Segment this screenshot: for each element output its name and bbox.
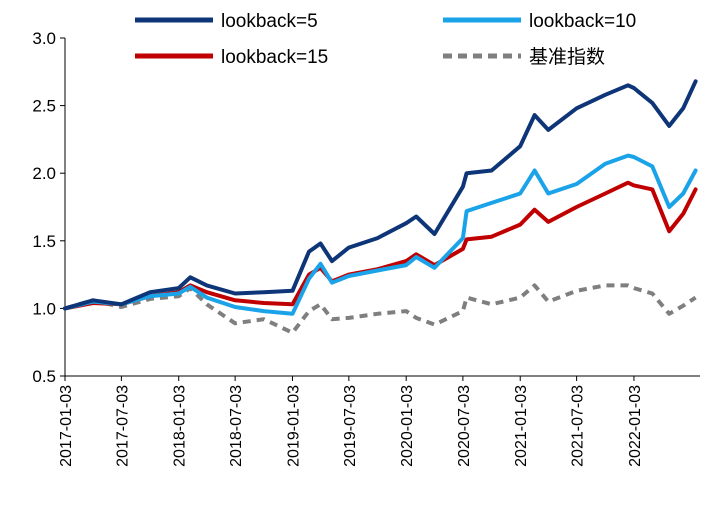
x-tick-label: 2019-07-03 <box>342 385 359 467</box>
legend-label-2: lookback=15 <box>221 47 328 68</box>
plot-area <box>63 79 698 335</box>
series-line-3 <box>64 283 697 335</box>
x-tick-label: 2017-07-03 <box>114 385 131 467</box>
x-tick-label: 2022-01-03 <box>627 385 644 467</box>
y-tick-label: 0.5 <box>32 367 56 386</box>
legend-label-3: 基准指数 <box>529 46 605 68</box>
legend-label-0: lookback=5 <box>221 11 318 32</box>
y-tick-label: 1.5 <box>32 232 56 251</box>
x-tick-label: 2019-01-03 <box>285 385 302 467</box>
x-axis: 2017-01-03 2017-07-03 2018-01-03 2018-07-03… <box>58 375 700 467</box>
y-tick-label: 1.0 <box>32 299 56 318</box>
legend: lookback=5 lookback=10 lookback=15 基准指数 <box>135 11 636 68</box>
series-line-1 <box>63 153 698 316</box>
y-tick-label: 2.5 <box>32 97 56 116</box>
x-tick-label: 2020-01-03 <box>399 385 416 467</box>
legend-label-1: lookback=10 <box>529 11 636 32</box>
x-tick-label: 2017-01-03 <box>58 385 75 467</box>
y-tick-label: 3.0 <box>32 29 56 48</box>
x-tick-label: 2021-07-03 <box>570 385 587 467</box>
y-tick-label: 2.0 <box>32 164 56 183</box>
x-tick-label: 2021-01-03 <box>513 385 530 467</box>
x-tick-label: 2020-07-03 <box>456 385 473 467</box>
x-tick-label: 2018-07-03 <box>228 385 245 467</box>
y-axis: 0.5 1.0 1.5 2.0 2.5 3.0 <box>32 29 66 386</box>
series-line-0 <box>63 79 698 311</box>
x-tick-label: 2018-01-03 <box>172 385 189 467</box>
